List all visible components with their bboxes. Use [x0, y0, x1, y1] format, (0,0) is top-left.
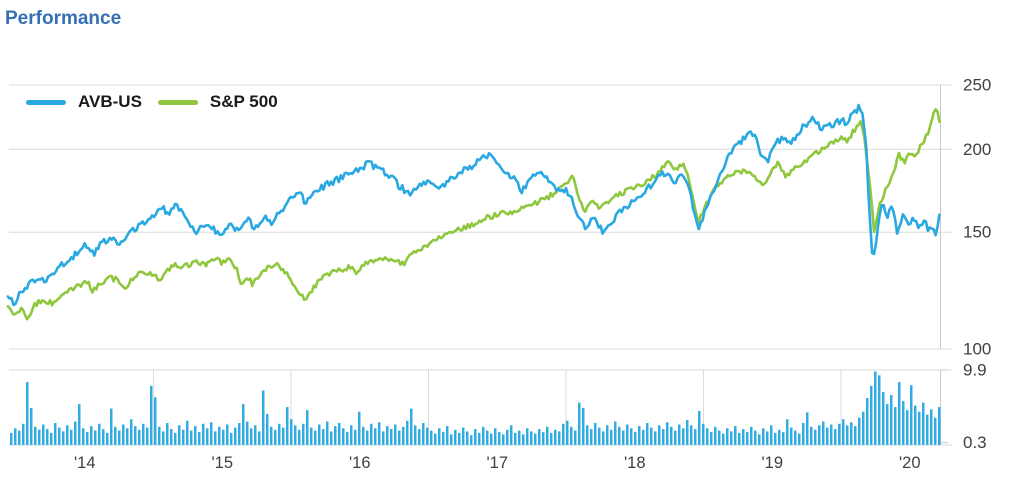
svg-text:'18: '18: [624, 454, 646, 472]
svg-text:0.3: 0.3: [963, 433, 987, 452]
price-gridlines: [9, 84, 952, 350]
svg-text:'17: '17: [487, 454, 509, 472]
svg-text:'16: '16: [349, 454, 371, 472]
volume-bars: [10, 371, 941, 445]
svg-text:'19: '19: [762, 454, 784, 472]
sp500-line: [6, 108, 941, 321]
legend-item-sp500: S&P 500: [157, 92, 278, 112]
svg-text:'15: '15: [212, 454, 234, 472]
svg-text:200: 200: [963, 140, 991, 159]
sp500-line-swatch: [157, 99, 198, 105]
svg-text:100: 100: [963, 340, 991, 359]
avb-line-swatch: [26, 99, 66, 105]
page-title: Performance: [5, 8, 122, 29]
svg-text:'14: '14: [74, 454, 96, 472]
svg-text:9.9: 9.9: [963, 361, 987, 380]
svg-text:'20: '20: [899, 454, 921, 472]
svg-text:250: 250: [963, 76, 991, 95]
chart-legend: AVB-US S&P 500: [26, 92, 278, 112]
avb-line: [6, 103, 941, 307]
axis-labels: 250 200 150 100 9.9 0.3 '14 '15 '16 '17 '18 '19 '20: [74, 76, 991, 473]
svg-text:150: 150: [963, 223, 991, 242]
avb-legend-label: AVB-US: [78, 92, 142, 111]
sp500-legend-label: S&P 500: [209, 92, 278, 111]
legend-item-avb: AVB-US: [26, 92, 142, 112]
